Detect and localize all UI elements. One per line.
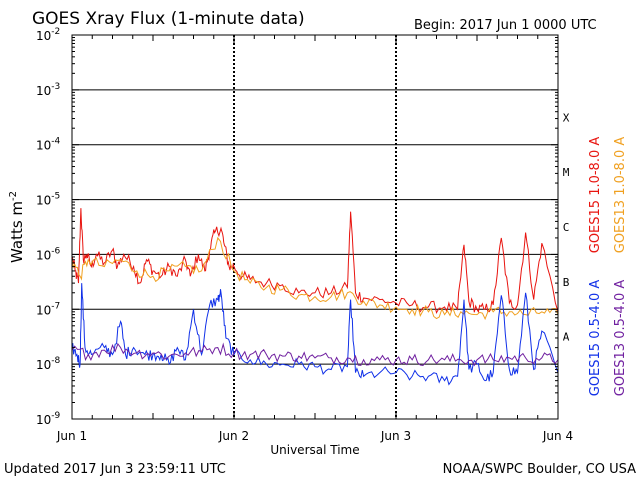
flare-class-label: X <box>563 111 570 124</box>
series-layer <box>71 208 559 386</box>
x-tick-label: Jun 2 <box>218 429 249 443</box>
legend-label: GOES13 0.5-4.0 A <box>613 280 628 397</box>
legend-entry: GOES13 1.0-8.0 A <box>613 137 628 254</box>
flare-class-label: C <box>563 221 570 234</box>
series-line <box>71 236 559 321</box>
series-line <box>71 342 559 367</box>
y-axis-label-exponent: -2 <box>8 191 19 201</box>
x-axis-label: Universal Time <box>270 443 359 457</box>
legend-label: GOES13 1.0-8.0 A <box>613 137 628 254</box>
y-tick-label: 10-8 <box>36 356 61 372</box>
legend-entry: GOES15 0.5-4.0 A <box>588 280 603 397</box>
series-line <box>71 283 559 386</box>
flare-class-label: A <box>563 331 570 344</box>
x-tick-label: Jun 4 <box>542 429 573 443</box>
x-tick-label: Jun 1 <box>56 429 87 443</box>
begin-label: Begin: 2017 Jun 1 0000 UTC <box>414 18 597 33</box>
legend-entry: GOES15 1.0-8.0 A <box>588 137 603 254</box>
y-tick-label: 10-3 <box>36 82 60 98</box>
y-tick-label: 10-4 <box>36 137 61 153</box>
legend: GOES15 1.0-8.0 A GOES13 1.0-8.0 A GOES15 0… <box>588 137 628 397</box>
y-tick-label: 10-5 <box>36 192 60 208</box>
y-axis-label: Watts m-2 <box>8 191 26 263</box>
updated-timestamp: Updated 2017 Jun 3 23:59:11 UTC <box>4 462 226 477</box>
svg-text:Watts m-2: Watts m-2 <box>8 191 26 263</box>
flare-class-label: M <box>563 166 570 179</box>
chart-title: GOES Xray Flux (1-minute data) <box>32 9 305 29</box>
y-tick-label: 10-2 <box>36 27 60 43</box>
tick-label-layer: 10-2 10-3 10-4 10-5 10-6 10-7 10-8 10-9 Jun 1 Jun… <box>36 27 573 443</box>
legend-label: GOES15 0.5-4.0 A <box>588 280 603 397</box>
flare-class-label: B <box>563 276 570 289</box>
class-label-layer: X M C B A <box>563 111 570 343</box>
grid-layer <box>72 35 558 419</box>
y-tick-label: 10-7 <box>36 301 60 317</box>
legend-entry: GOES13 0.5-4.0 A <box>613 280 628 397</box>
source-credit: NOAA/SWPC Boulder, CO USA <box>443 462 636 477</box>
plot-frame <box>71 34 559 420</box>
legend-label: GOES15 1.0-8.0 A <box>588 137 603 254</box>
y-axis-label-base: Watts m <box>8 201 26 263</box>
y-tick-label: 10-9 <box>36 411 61 427</box>
x-tick-label: Jun 3 <box>380 429 411 443</box>
series-line <box>71 208 559 315</box>
y-tick-label: 10-6 <box>36 246 61 262</box>
